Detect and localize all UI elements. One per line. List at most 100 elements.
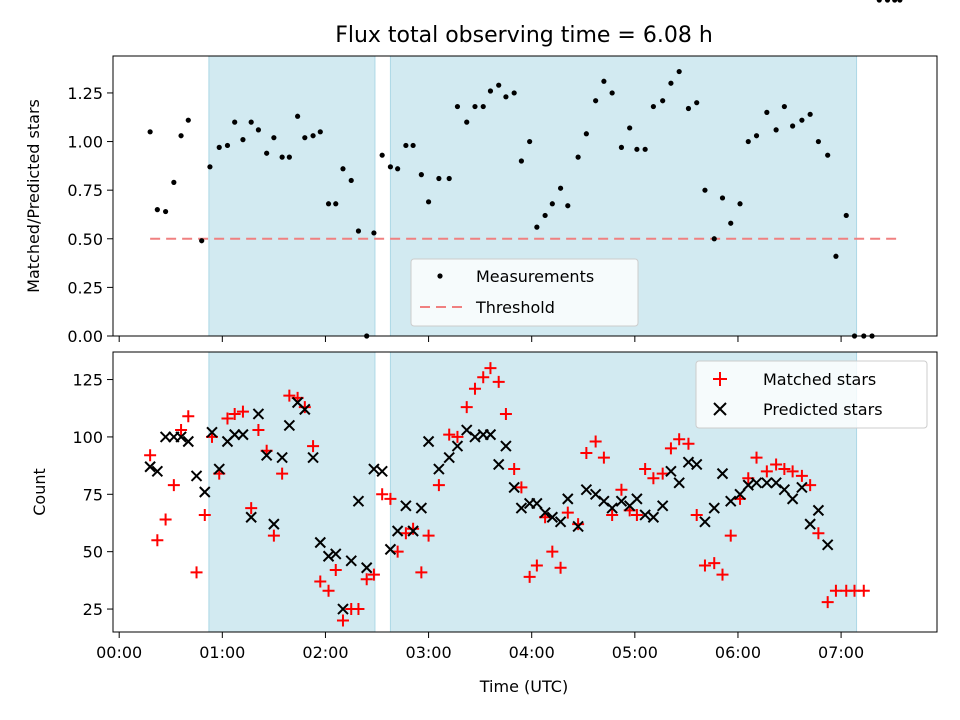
predicted-star-point xyxy=(554,516,567,528)
predicted-star-point xyxy=(500,440,512,452)
matched-star-point xyxy=(443,428,456,441)
top-observing-band-1 xyxy=(208,55,376,337)
legend-label-predicted: Predicted stars xyxy=(763,400,883,419)
measurement-point xyxy=(711,236,717,242)
bottom-observing-band-1 xyxy=(208,351,376,633)
matched-star-point xyxy=(821,596,834,609)
predicted-star-point xyxy=(144,461,156,473)
predicted-star-point xyxy=(330,548,342,560)
measurement-point xyxy=(240,137,246,143)
matched-star-point xyxy=(360,573,373,586)
measurement-point xyxy=(627,125,633,131)
legend-marker-matched xyxy=(713,372,727,386)
matched-star-point xyxy=(190,566,203,579)
measurement-point xyxy=(185,117,191,123)
matched-star-point xyxy=(376,488,389,501)
predicted-star-point xyxy=(580,483,593,496)
predicted-star-point xyxy=(237,428,249,441)
matched-star-point xyxy=(283,389,296,402)
matched-star-point xyxy=(159,513,172,526)
matched-star-point xyxy=(716,568,729,581)
matched-star-point xyxy=(597,451,610,464)
predicted-star-point xyxy=(283,419,296,432)
bottom-legend-box xyxy=(695,360,928,429)
predicted-star-point xyxy=(656,500,669,512)
predicted-star-point xyxy=(691,458,703,471)
measurement-point xyxy=(518,158,524,164)
measurement-point xyxy=(593,98,599,104)
measurement-point xyxy=(387,164,394,170)
measurement-point xyxy=(310,133,316,139)
measurement-point xyxy=(436,175,442,182)
predicted-star-point xyxy=(531,497,543,510)
x-tick-label: 04:00 xyxy=(509,643,555,662)
predicted-star-point xyxy=(391,525,404,537)
measurement-point xyxy=(171,179,177,185)
predicted-star-point xyxy=(682,456,695,468)
measurement-point xyxy=(295,113,301,119)
matched-star-point xyxy=(804,479,817,492)
matched-star-point xyxy=(352,603,365,616)
measurement-point xyxy=(815,138,822,145)
measurement-point xyxy=(216,144,222,150)
measurement-point xyxy=(618,144,625,150)
matched-star-point xyxy=(606,508,619,521)
predicted-star-point xyxy=(276,451,288,464)
matched-star-point xyxy=(515,481,528,494)
measurement-point xyxy=(549,201,555,207)
predicted-star-point xyxy=(407,525,419,537)
measurement-point xyxy=(279,154,285,160)
x-tick-label: 03:00 xyxy=(406,643,452,662)
measurement-point xyxy=(601,78,607,84)
measurement-point xyxy=(511,90,517,96)
measurement-point xyxy=(781,103,787,110)
x-tick-label: 07:00 xyxy=(818,643,864,662)
matched-star-point xyxy=(236,405,249,418)
predicted-star-point xyxy=(761,477,773,489)
matched-star-point xyxy=(760,465,773,478)
predicted-star-point xyxy=(314,536,326,549)
chart-title: Flux total observing time = 6.08 h xyxy=(335,23,713,48)
predicted-star-point xyxy=(268,518,280,530)
measurement-point xyxy=(527,138,533,145)
matched-star-point xyxy=(664,442,677,455)
measurement-point xyxy=(843,212,849,219)
predicted-star-point xyxy=(360,562,373,574)
predicted-star-point xyxy=(699,516,711,528)
predicted-star-point xyxy=(631,493,643,505)
predicted-star-point xyxy=(159,431,172,443)
measurement-point xyxy=(583,131,589,137)
legend-label-matched: Matched stars xyxy=(763,370,876,389)
measurement-point xyxy=(333,201,339,207)
measurement-point xyxy=(892,0,898,3)
matched-star-point xyxy=(630,508,643,521)
predicted-star-point xyxy=(376,465,388,478)
measurement-point xyxy=(634,146,640,152)
matched-star-point xyxy=(580,446,593,459)
top-y-tick-label: 0.50 xyxy=(67,230,103,249)
measurement-point xyxy=(503,94,509,100)
matched-star-point xyxy=(639,463,652,476)
measurement-points xyxy=(147,0,903,339)
measurement-point xyxy=(255,127,262,133)
predicted-star-point xyxy=(175,431,187,443)
measurement-point xyxy=(737,201,743,207)
predicted-star-point xyxy=(639,509,651,521)
predicted-star-point xyxy=(228,428,241,441)
matched-star-point xyxy=(384,492,397,505)
measurement-point xyxy=(286,154,292,160)
predicted-star-point xyxy=(151,465,164,478)
top-y-tick-label: 0.75 xyxy=(67,181,103,200)
top-y-tick-label: 0.00 xyxy=(67,327,103,346)
measurement-point xyxy=(410,142,416,149)
predicted-star-point xyxy=(182,435,194,448)
matched-star-point xyxy=(698,559,711,572)
top-y-tick-label: 1.25 xyxy=(67,84,103,103)
top-subplot: 0.00 0.25 0.50 0.75 1.00 1.25 Matched/Predict… xyxy=(24,0,938,346)
predicted-star-point xyxy=(742,479,754,491)
measurement-point xyxy=(418,172,424,178)
measurement-point xyxy=(464,119,470,125)
bottom-legend: Matched stars Predicted stars xyxy=(695,360,928,429)
matched-star-point xyxy=(276,467,289,480)
